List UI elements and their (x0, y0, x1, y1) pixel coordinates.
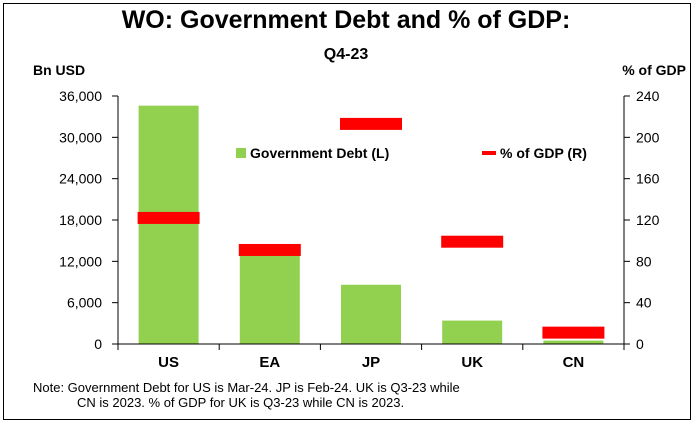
legend-swatch-gdp (482, 151, 496, 155)
bar-ea (239, 255, 300, 344)
gdp-marker-uk (441, 235, 504, 248)
left-tick-label: 12,000 (59, 253, 102, 269)
left-tick-label: 0 (94, 336, 102, 352)
chart-subtitle: Q4-23 (323, 46, 369, 63)
right-tick-label: 240 (636, 88, 660, 104)
bar-jp (341, 284, 401, 344)
footnote-line-2: CN is 2023. % of GDP for UK is Q3-23 whi… (77, 395, 405, 410)
gdp-marker-us (137, 211, 200, 224)
right-tick-label: 80 (636, 253, 652, 269)
right-tick-label: 160 (636, 171, 660, 187)
left-tick-label: 18,000 (59, 212, 102, 228)
legend-swatch-debt (236, 148, 246, 158)
right-axis-title: % of GDP (622, 62, 686, 78)
bar-us (138, 105, 199, 345)
x-tick-label-us: US (158, 354, 179, 371)
right-tick-label: 40 (636, 295, 652, 311)
legend-label-gdp: % of GDP (R) (500, 145, 587, 161)
right-tick-label: 200 (636, 129, 660, 145)
x-tick-label-ea: EA (259, 354, 280, 371)
right-tick-label: 0 (636, 336, 644, 352)
left-tick-label: 30,000 (59, 129, 102, 145)
gdp-marker-ea (238, 243, 301, 256)
bar-uk (442, 320, 503, 344)
left-tick-label: 6,000 (67, 295, 102, 311)
footnote-line-1: Note: Government Debt for US is Mar-24. … (33, 380, 460, 395)
left-tick-label: 24,000 (59, 171, 102, 187)
gdp-marker-cn (542, 326, 605, 339)
x-tick-label-jp: JP (362, 354, 380, 371)
left-axis-title: Bn USD (33, 62, 86, 78)
left-tick-label: 36,000 (59, 88, 102, 104)
legend-label-debt: Government Debt (L) (250, 145, 389, 161)
x-tick-label-cn: CN (563, 354, 585, 371)
x-tick-label-uk: UK (461, 354, 483, 371)
chart-title: WO: Government Debt and % of GDP: (121, 6, 571, 34)
footnote: Note: Government Debt for US is Mar-24. … (33, 380, 673, 410)
gdp-marker-jp (340, 117, 402, 130)
right-tick-label: 120 (636, 212, 660, 228)
bar-cn (543, 340, 604, 344)
